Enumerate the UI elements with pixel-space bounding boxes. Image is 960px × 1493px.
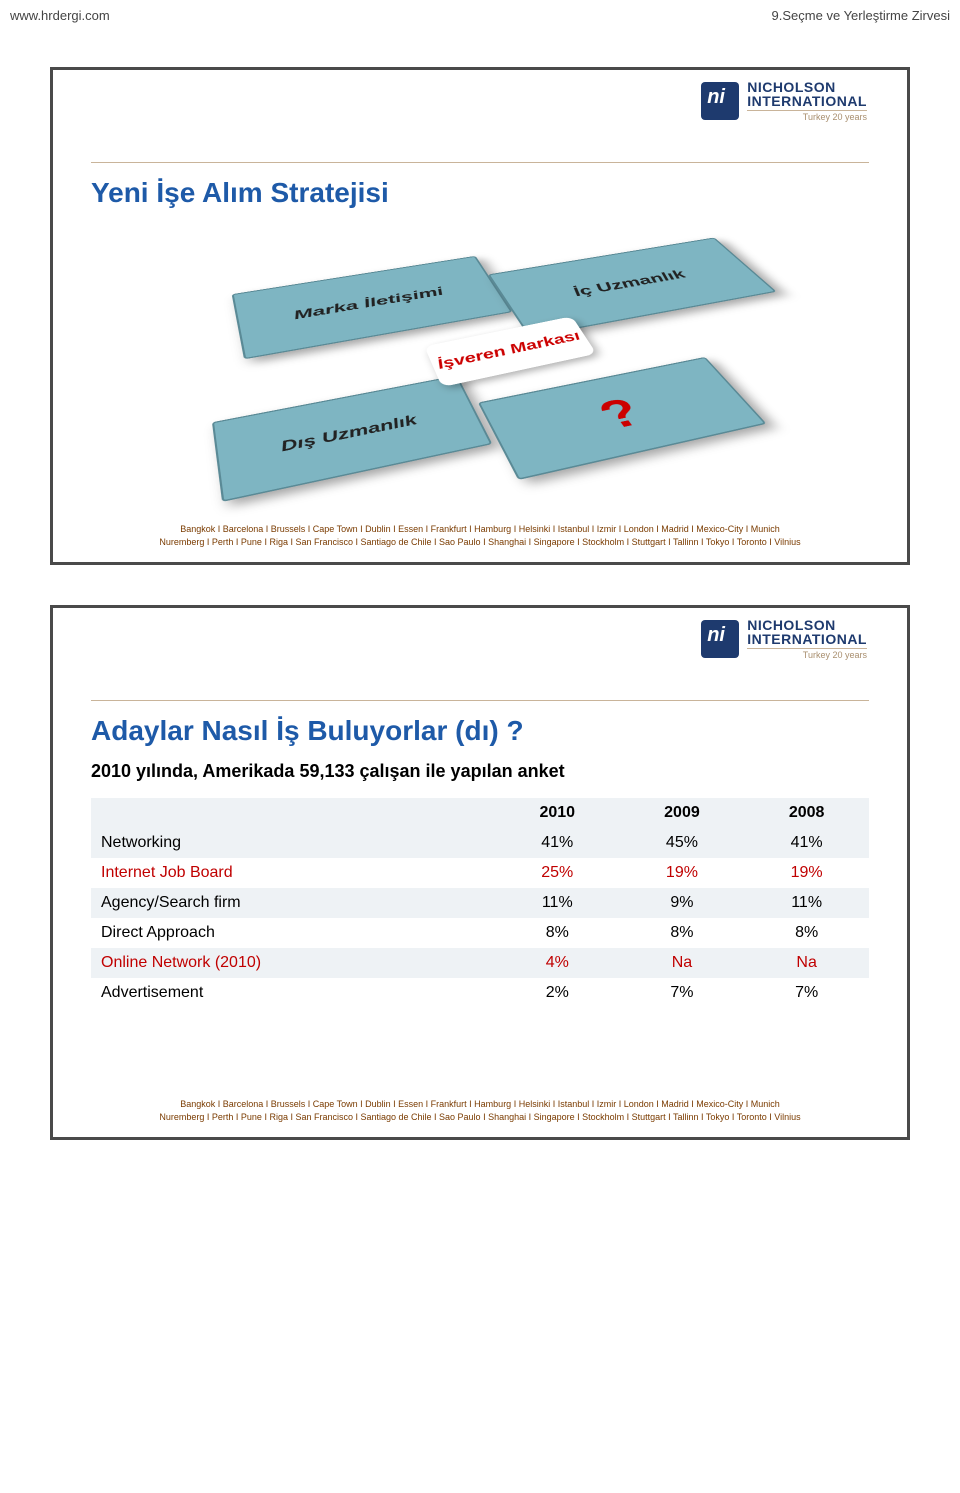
cell: 25% — [495, 858, 620, 888]
quad-bottom-left: Dış Uzmanlık — [212, 375, 492, 502]
row-label: Online Network (2010) — [91, 948, 495, 978]
row-label: Networking — [91, 828, 495, 858]
logo2-line1: NICHOLSON — [747, 618, 867, 632]
question-mark-icon: ? — [589, 390, 652, 438]
cell: 11% — [744, 888, 869, 918]
table-row: Advertisement2%7%7% — [91, 978, 869, 1008]
cell: 41% — [744, 828, 869, 858]
col-blank — [91, 798, 495, 828]
table-row: Agency/Search firm11%9%11% — [91, 888, 869, 918]
logo-text-2: NICHOLSON INTERNATIONAL Turkey 20 years — [747, 618, 867, 660]
table-row: Networking41%45%41% — [91, 828, 869, 858]
row-label: Advertisement — [91, 978, 495, 1008]
slide-1: NICHOLSON INTERNATIONAL Turkey 20 years … — [50, 67, 910, 565]
quad-board: Marka İletişimi İç Uzmanlık Dış Uzmanlık… — [91, 223, 869, 483]
cell: 8% — [620, 918, 745, 948]
cities-line2: Nuremberg I Perth I Pune I Riga I San Fr… — [63, 536, 897, 549]
cell: 41% — [495, 828, 620, 858]
cell: 8% — [744, 918, 869, 948]
col-2010: 2010 — [495, 798, 620, 828]
table-row: Internet Job Board25%19%19% — [91, 858, 869, 888]
logo-row-2: NICHOLSON INTERNATIONAL Turkey 20 years — [53, 608, 907, 660]
survey-table: 2010 2009 2008 Networking41%45%41%Intern… — [91, 798, 869, 1008]
slide2-body: Adaylar Nasıl İş Buluyorlar (dı) ? 2010 … — [91, 700, 869, 1078]
logo-badge-icon-2 — [701, 620, 739, 658]
logo-2: NICHOLSON INTERNATIONAL Turkey 20 years — [701, 618, 867, 660]
cities-footer-1: Bangkok I Barcelona I Brussels I Cape To… — [53, 523, 907, 562]
slide-2: NICHOLSON INTERNATIONAL Turkey 20 years … — [50, 605, 910, 1140]
page-header: www.hrdergi.com 9.Seçme ve Yerleştirme Z… — [0, 0, 960, 27]
cell: Na — [620, 948, 745, 978]
col-2009: 2009 — [620, 798, 745, 828]
cities-footer-2: Bangkok I Barcelona I Brussels I Cape To… — [53, 1098, 907, 1137]
cities-line1: Bangkok I Barcelona I Brussels I Cape To… — [63, 523, 897, 536]
row-label: Agency/Search firm — [91, 888, 495, 918]
row-label: Direct Approach — [91, 918, 495, 948]
quad-bottom-right: ? — [478, 357, 767, 480]
logo-row: NICHOLSON INTERNATIONAL Turkey 20 years — [53, 70, 907, 122]
table-row: Online Network (2010)4%NaNa — [91, 948, 869, 978]
header-right: 9.Seçme ve Yerleştirme Zirvesi — [772, 8, 950, 23]
cell: 19% — [620, 858, 745, 888]
header-left: www.hrdergi.com — [10, 8, 110, 23]
cell: 7% — [744, 978, 869, 1008]
logo2-line2: INTERNATIONAL — [747, 632, 867, 646]
cell: 4% — [495, 948, 620, 978]
logo-line2: INTERNATIONAL — [747, 94, 867, 108]
table-row: Direct Approach8%8%8% — [91, 918, 869, 948]
cities2-line1: Bangkok I Barcelona I Brussels I Cape To… — [63, 1098, 897, 1111]
slide2-subtitle: 2010 yılında, Amerikada 59,133 çalışan i… — [91, 761, 869, 782]
slide2-title: Adaylar Nasıl İş Buluyorlar (dı) ? — [91, 715, 869, 747]
cell: 45% — [620, 828, 745, 858]
logo-text: NICHOLSON INTERNATIONAL Turkey 20 years — [747, 80, 867, 122]
slide1-title: Yeni İşe Alım Stratejisi — [91, 177, 869, 209]
survey-table-body: Networking41%45%41%Internet Job Board25%… — [91, 828, 869, 1008]
logo: NICHOLSON INTERNATIONAL Turkey 20 years — [701, 80, 867, 122]
logo-line1: NICHOLSON — [747, 80, 867, 94]
cell: 19% — [744, 858, 869, 888]
logo-sub: Turkey 20 years — [747, 110, 867, 122]
cell: 8% — [495, 918, 620, 948]
cell: 2% — [495, 978, 620, 1008]
cell: 11% — [495, 888, 620, 918]
cell: 9% — [620, 888, 745, 918]
row-label: Internet Job Board — [91, 858, 495, 888]
cell: 7% — [620, 978, 745, 1008]
survey-table-head: 2010 2009 2008 — [91, 798, 869, 828]
quad-top-right: İç Uzmanlık — [488, 237, 777, 337]
logo2-sub: Turkey 20 years — [747, 648, 867, 660]
center-chip: İşveren Markası — [424, 316, 596, 387]
slide1-body: Yeni İşe Alım Stratejisi Marka İletişimi… — [91, 162, 869, 483]
cities2-line2: Nuremberg I Perth I Pune I Riga I San Fr… — [63, 1111, 897, 1124]
logo-badge-icon — [701, 82, 739, 120]
col-2008: 2008 — [744, 798, 869, 828]
cell: Na — [744, 948, 869, 978]
